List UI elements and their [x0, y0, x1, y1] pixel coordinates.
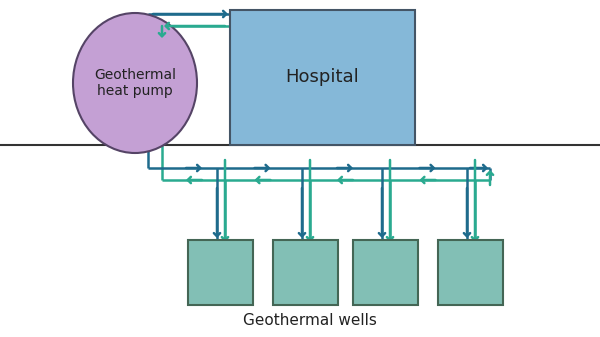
Text: Geothermal wells: Geothermal wells [243, 313, 377, 328]
Text: Geothermal
heat pump: Geothermal heat pump [94, 68, 176, 98]
Bar [230, 10, 415, 145]
Bar [187, 240, 253, 305]
Bar [353, 240, 418, 305]
Ellipse shape [73, 13, 197, 153]
Text: Hospital: Hospital [286, 68, 359, 87]
Bar [437, 240, 503, 305]
Bar [272, 240, 337, 305]
